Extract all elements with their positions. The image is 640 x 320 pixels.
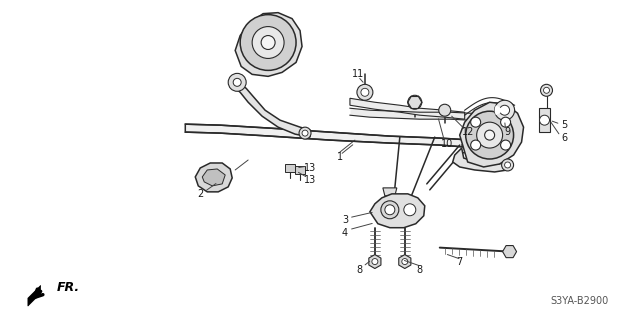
Circle shape — [381, 201, 399, 219]
Polygon shape — [369, 255, 381, 268]
Polygon shape — [350, 98, 465, 119]
Polygon shape — [285, 164, 295, 172]
Text: 4: 4 — [342, 228, 348, 238]
Text: 8: 8 — [357, 265, 363, 275]
Circle shape — [484, 130, 495, 140]
Polygon shape — [383, 188, 397, 196]
Text: 10: 10 — [440, 139, 453, 149]
Text: FR.: FR. — [56, 281, 80, 294]
Polygon shape — [202, 169, 225, 186]
Text: 11: 11 — [352, 69, 364, 79]
Text: 1: 1 — [337, 152, 343, 162]
Polygon shape — [502, 245, 516, 258]
Circle shape — [408, 95, 422, 109]
Circle shape — [504, 162, 511, 168]
Polygon shape — [235, 13, 302, 76]
Circle shape — [477, 122, 502, 148]
Polygon shape — [538, 108, 550, 132]
Circle shape — [500, 140, 511, 150]
Polygon shape — [28, 285, 40, 306]
Polygon shape — [452, 148, 509, 172]
Circle shape — [404, 204, 416, 216]
Circle shape — [302, 130, 308, 136]
Circle shape — [361, 88, 369, 96]
Polygon shape — [399, 255, 411, 268]
Text: S3YA-B2900: S3YA-B2900 — [550, 296, 609, 306]
Circle shape — [540, 115, 550, 125]
Circle shape — [500, 117, 511, 127]
Circle shape — [252, 27, 284, 59]
Polygon shape — [370, 194, 425, 228]
Circle shape — [470, 117, 481, 127]
Circle shape — [466, 111, 513, 159]
Text: 5: 5 — [561, 120, 568, 130]
Text: 7: 7 — [456, 257, 463, 267]
Circle shape — [470, 140, 481, 150]
Wedge shape — [495, 105, 504, 115]
Circle shape — [385, 205, 395, 215]
Circle shape — [402, 259, 408, 265]
Circle shape — [233, 78, 241, 86]
Circle shape — [357, 84, 373, 100]
Text: 3: 3 — [342, 215, 348, 225]
Circle shape — [299, 127, 311, 139]
Text: 13: 13 — [304, 163, 316, 173]
Circle shape — [228, 73, 246, 91]
Circle shape — [541, 84, 552, 96]
Circle shape — [439, 104, 451, 116]
Text: 13: 13 — [304, 175, 316, 185]
Text: 6: 6 — [561, 133, 568, 143]
Text: 9: 9 — [504, 127, 511, 137]
Circle shape — [240, 15, 296, 70]
Circle shape — [495, 100, 515, 120]
Polygon shape — [186, 124, 504, 150]
Circle shape — [543, 87, 550, 93]
Text: 8: 8 — [417, 265, 423, 275]
Circle shape — [261, 36, 275, 50]
Text: 12: 12 — [461, 127, 474, 137]
Circle shape — [372, 259, 378, 265]
Text: 2: 2 — [197, 189, 204, 199]
Polygon shape — [295, 166, 305, 174]
Polygon shape — [460, 102, 524, 167]
Polygon shape — [233, 82, 310, 137]
Circle shape — [502, 159, 513, 171]
Circle shape — [500, 105, 509, 115]
Polygon shape — [195, 163, 232, 192]
